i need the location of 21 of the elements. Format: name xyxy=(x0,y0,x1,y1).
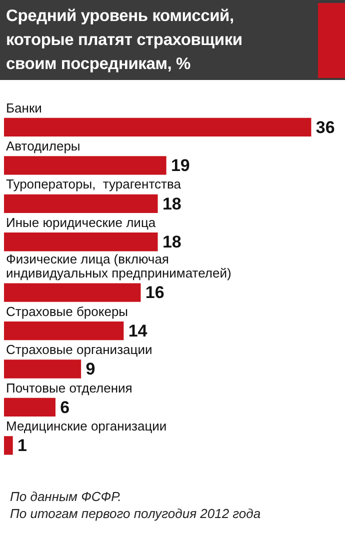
text: По итогам первого полугодия 2012 года xyxy=(10,505,261,522)
y-tick-label: Медицинские организации xyxy=(6,418,167,434)
y-tick-label: Туроператоры, турагентства xyxy=(6,176,182,192)
data-label: 1 xyxy=(18,436,27,456)
data-label: 9 xyxy=(86,360,96,379)
data-label: 6 xyxy=(60,398,70,417)
y-tick-label: Банки xyxy=(6,100,42,116)
data-label: 16 xyxy=(145,283,164,302)
y-tick-label: Страховые организации xyxy=(6,342,152,358)
data-label: 19 xyxy=(170,156,190,176)
text: По данным ФСФР. xyxy=(10,488,122,505)
data-label: 14 xyxy=(128,321,148,340)
data-label: 18 xyxy=(162,232,182,252)
chart-title: Средний уровень комиссий, которые платят страховщики своим посредникам, % xyxy=(6,6,244,75)
y-tick-label: Страховые брокеры xyxy=(6,304,128,319)
y-tick-label: Автодилеры xyxy=(6,138,80,154)
y-tick-label: Иные юридические лица xyxy=(6,214,156,230)
data-label: 36 xyxy=(316,118,335,137)
data-label: 18 xyxy=(162,194,182,214)
y-tick-label: Почтовые отделения xyxy=(6,380,132,396)
y-tick-label: Физические лица (включая индивидуальных предпринимателей) xyxy=(6,252,232,281)
